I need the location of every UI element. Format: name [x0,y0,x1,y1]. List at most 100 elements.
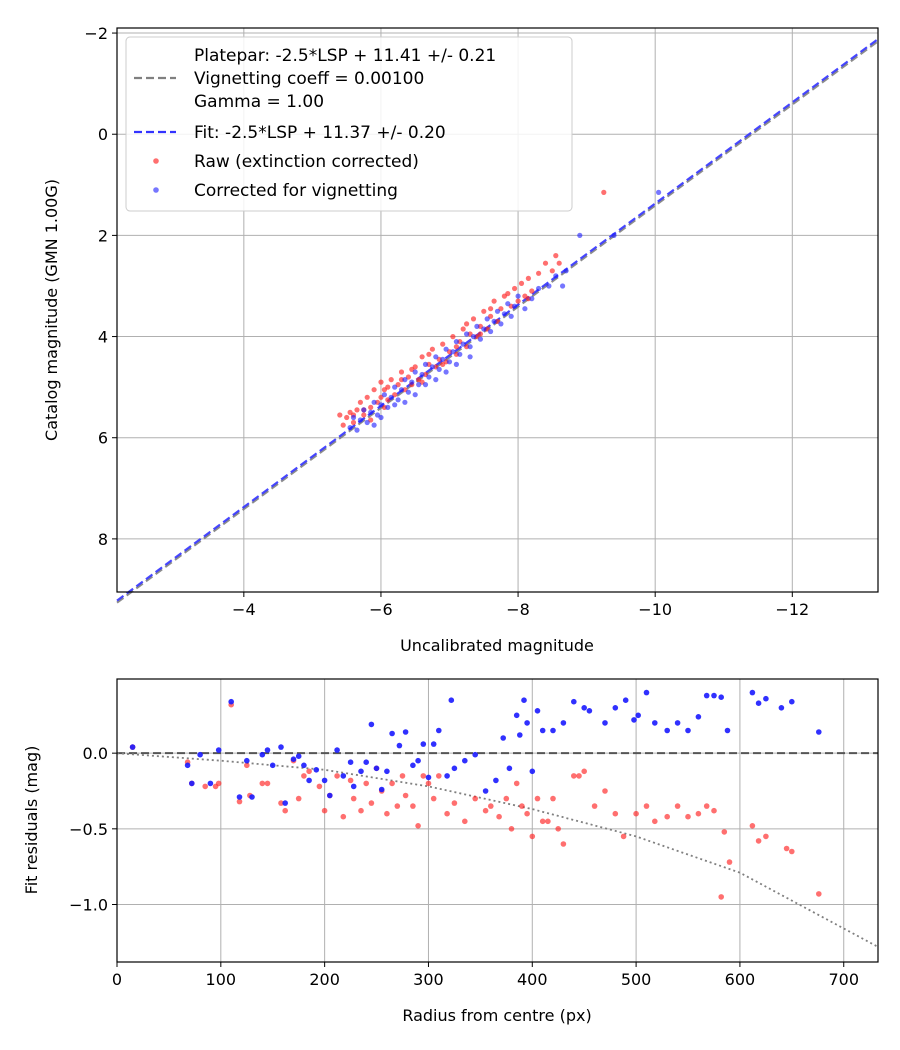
raw-point [436,773,442,779]
raw-point [295,795,302,802]
raw-point [444,810,450,817]
raw-point [783,845,790,852]
raw-point [244,762,250,769]
raw-point [518,280,525,286]
legend: Platepar: -2.5*LSP + 11.41 +/- 0.21 Vign… [125,36,573,212]
raw-point [420,773,427,779]
corrected-point [481,326,487,332]
corrected-point [405,389,411,395]
raw-point [643,803,650,809]
raw-point [755,838,762,844]
raw-point [363,780,370,787]
corrected-point [249,794,255,800]
corrected-point [498,321,504,327]
corrected-point [402,377,408,383]
raw-point [236,798,243,805]
corrected-point [373,765,380,772]
corrected-point [358,768,364,775]
corrected-point [467,354,473,360]
legend-fit-label: Fit: -2.5*LSP + 11.37 +/- 0.20 [194,123,446,143]
corrected-point [581,705,587,711]
top-scatter-points [337,189,662,433]
raw-point [364,394,370,400]
corrected-point [334,747,340,753]
corrected-point [513,712,520,719]
corrected-point [521,697,527,703]
raw-point [581,768,587,775]
corrected-point [347,425,353,431]
raw-point [358,807,364,814]
corrected-point [553,273,559,279]
corrected-point [368,409,374,415]
corrected-point [381,392,387,398]
corrected-point [436,727,442,734]
raw-point [301,773,307,779]
corrected-point [491,318,497,324]
raw-point [450,334,456,340]
raw-point [555,826,561,832]
raw-point [388,377,394,383]
x-tick-label: 600 [725,970,756,989]
corrected-point [522,306,528,312]
corrected-point [472,751,479,758]
corrected-point [409,379,415,385]
corrected-point [440,356,446,362]
raw-point [415,823,421,829]
corrected-point [371,399,377,405]
corrected-point [364,419,370,426]
raw-point [726,859,733,865]
raw-point [357,399,363,405]
raw-point [337,412,343,418]
corrected-point [494,308,501,314]
raw-point [264,780,271,787]
y-tick-label: 2 [98,226,108,245]
corrected-point [462,757,468,764]
raw-point [282,807,289,814]
x-tick-label: −12 [775,600,809,619]
magnitude-calibration-plot: −4 −6 −8 −10 −12 −2 0 2 4 6 8 Uncalibrated magnitu… [42,24,879,655]
raw-point [470,316,477,322]
corrected-point [306,777,312,784]
x-tick-label: 400 [517,970,548,989]
raw-point [419,354,425,360]
raw-point [477,331,483,337]
corrected-point [484,316,490,322]
raw-point [202,783,208,790]
x-tick-label: 300 [413,970,444,989]
corrected-point [354,427,360,433]
corrected-point [816,729,822,735]
raw-point [511,285,518,292]
corrected-point [674,720,681,726]
corrected-point [361,407,367,413]
raw-point [368,404,374,410]
top-y-axis-label: Catalog magnitude (GMN 1.00G) [42,179,61,441]
corrected-point [416,382,422,388]
corrected-point [453,339,459,345]
legend-raw-label: Raw (extinction corrected) [194,152,419,172]
raw-point [350,795,357,802]
raw-point [430,795,437,802]
raw-point [491,298,497,304]
raw-point [378,379,384,385]
top-axis-ticks: −4 −6 −8 −10 −12 −2 0 2 4 6 8 [84,24,809,619]
corrected-point [763,695,769,702]
raw-point [576,773,582,779]
raw-point [402,792,409,799]
corrected-point [534,708,541,714]
raw-point [539,818,546,825]
corrected-point [631,717,637,723]
corrected-point [611,232,617,238]
raw-point [350,419,357,426]
corrected-point [500,735,507,741]
raw-point [215,780,222,787]
raw-point [429,346,435,352]
corrected-point [635,712,641,719]
corrected-point [789,698,795,705]
raw-point [384,810,390,817]
corrected-point [295,753,302,759]
corrected-point [389,730,395,737]
corrected-point [398,387,405,393]
corrected-point [477,336,483,342]
corrected-point [546,283,552,289]
corrected-point [749,689,756,696]
